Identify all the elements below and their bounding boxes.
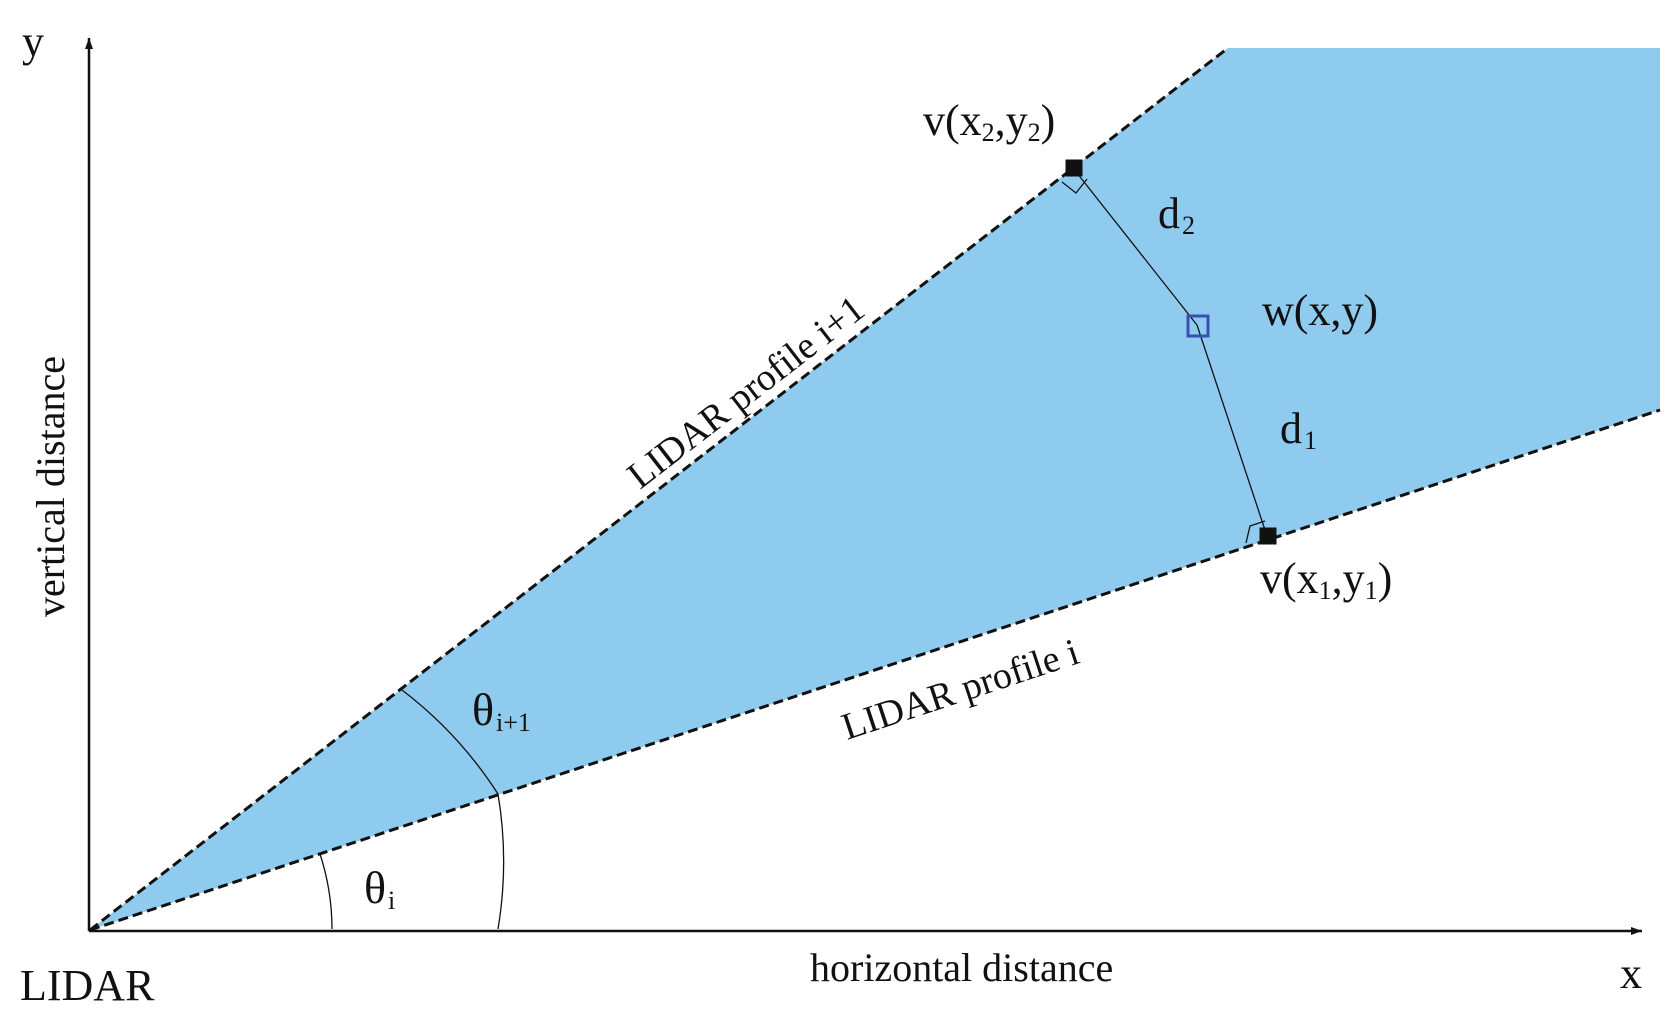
y-axis-label: y — [22, 17, 44, 66]
d1-label: d1 — [1280, 404, 1317, 455]
v1-label: v(x1,y1) — [1260, 554, 1392, 605]
interpolated-point-w — [1186, 314, 1210, 338]
v2-label: v(x2,y2) — [923, 96, 1055, 147]
sample-point-v2 — [1065, 159, 1083, 177]
theta-i-arc — [319, 853, 333, 930]
right-angle-marker-v1 — [1245, 520, 1266, 544]
theta-i1-arc — [401, 689, 505, 930]
vertical-distance-label: vertical distance — [28, 356, 73, 617]
coverage-region — [90, 48, 1660, 930]
d2-label: d2 — [1158, 189, 1195, 240]
profile-i-line — [89, 408, 1661, 932]
theta-i-label: θi — [364, 862, 395, 915]
d1-segment — [1196, 324, 1268, 537]
origin-label: LIDAR — [20, 961, 155, 1010]
w-label: w(x,y) — [1262, 286, 1378, 335]
horizontal-distance-label: horizontal distance — [810, 945, 1113, 990]
d2-segment — [1072, 167, 1198, 326]
theta-i1-label: θi+1 — [472, 684, 531, 737]
right-angle-marker-v2 — [1061, 178, 1088, 194]
x-axis-label: x — [1620, 949, 1642, 998]
sample-point-v1 — [1259, 527, 1277, 545]
